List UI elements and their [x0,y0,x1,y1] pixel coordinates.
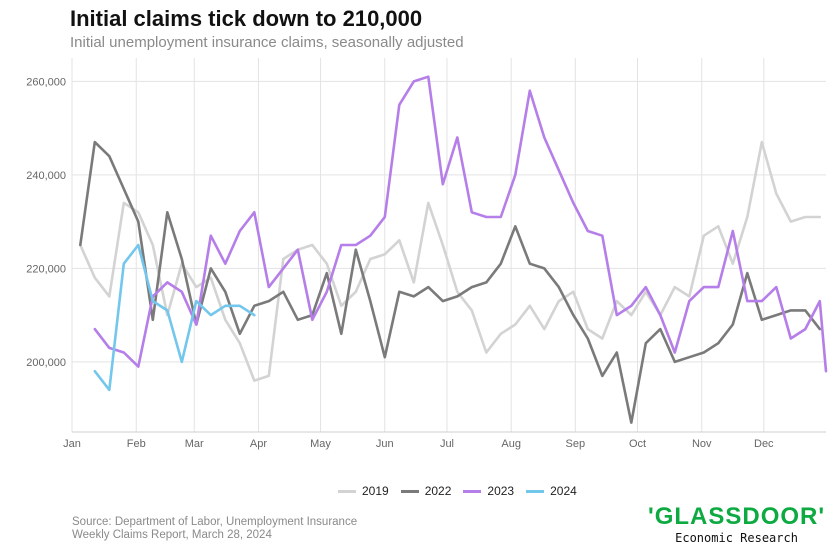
grid-lines [71,58,826,433]
legend-label-2022: 2022 [424,484,452,498]
source-line-1: Source: Department of Labor, Unemploymen… [72,516,358,528]
x-tick-label: Jun [376,438,394,450]
legend-item-2024: 2024 [526,484,577,498]
legend-item-2019: 2019 [338,484,389,498]
glassdoor-logo: 'GLASSDOOR' Economic Research [648,503,825,545]
y-tick-label: 200,000 [26,357,66,369]
legend-swatch-2022 [400,489,419,493]
line-chart: 200,000 220,000 240,000 260,000 Jan Feb Mar Apr… [26,58,828,450]
series-lines [79,75,828,424]
x-tick-label: Mar [185,438,204,450]
legend-swatch-2023 [463,489,482,493]
x-tick-label: Dec [754,438,774,450]
series-line-2023 [93,75,828,373]
y-tick-label: 240,000 [26,170,66,182]
legend-item-2022: 2022 [400,484,452,498]
y-tick-label: 220,000 [26,263,66,275]
x-tick-label: Jan [63,438,81,450]
legend: 2019 2022 2023 2024 [338,484,577,498]
series-line-2019 [79,140,822,382]
source-note: Source: Department of Labor, Unemploymen… [72,516,432,542]
x-tick-label: Feb [127,438,146,450]
x-tick-label: Oct [629,438,646,450]
legend-label-2019: 2019 [362,484,389,498]
y-tick-label: 260,000 [26,76,66,88]
legend-label-2024: 2024 [550,484,577,498]
legend-item-2023: 2023 [463,484,514,498]
axis-labels: 200,000 220,000 240,000 260,000 Jan Feb Mar Apr… [26,76,774,450]
chart-subtitle: Initial unemployment insurance claims, s… [70,34,464,51]
x-tick-label: Nov [692,438,712,450]
series-line-2022 [79,140,822,424]
x-tick-label: Aug [501,438,521,450]
source-line-2: Weekly Claims Report, March 28, 2024 [72,529,272,541]
x-tick-label: Jul [440,438,454,450]
legend-swatch-2024 [526,489,545,493]
series-line-2024 [93,243,256,392]
x-tick-label: Sep [566,438,586,450]
logo-subtitle: Economic Research [675,531,798,545]
x-tick-label: Apr [250,438,267,450]
legend-swatch-2019 [338,489,356,493]
chart-title: Initial claims tick down to 210,000 [70,6,423,31]
logo-wordmark: 'GLASSDOOR' [648,503,826,530]
x-tick-label: May [310,438,331,450]
legend-label-2023: 2023 [487,484,515,498]
